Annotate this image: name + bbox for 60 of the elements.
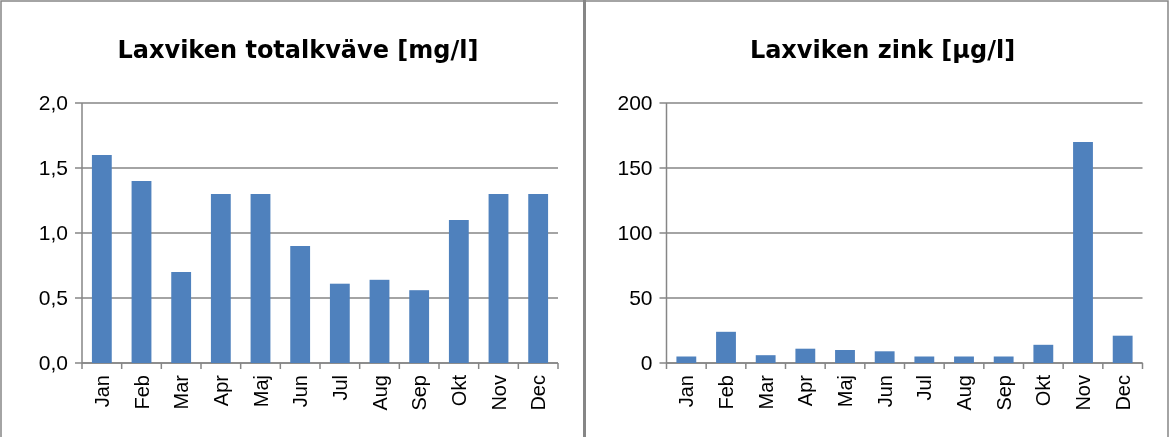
bar	[329, 283, 350, 363]
bar	[131, 181, 152, 363]
bar	[290, 246, 311, 363]
y-tick-label: 150	[617, 156, 653, 180]
y-tick-label: 0	[640, 351, 653, 375]
bar	[448, 220, 469, 363]
x-tick-label: Aug	[368, 375, 391, 411]
x-tick-label: Jan	[675, 375, 698, 408]
bar	[91, 155, 112, 363]
bar	[795, 348, 816, 363]
x-tick-label: Okt	[1032, 374, 1055, 407]
x-tick-label: Jun	[873, 375, 896, 408]
bar	[954, 356, 974, 363]
bar	[409, 290, 430, 363]
x-tick-label: Apr	[209, 374, 232, 407]
y-tick-label: 1,0	[38, 221, 68, 245]
y-tick-label: 1,5	[38, 156, 68, 180]
x-tick-label: Jul	[328, 375, 351, 401]
y-tick-label: 0,0	[38, 351, 68, 375]
bar	[210, 194, 231, 363]
bar	[993, 356, 1014, 363]
bar	[1112, 335, 1133, 363]
bar	[755, 355, 776, 363]
x-tick-label: Mar	[754, 374, 777, 410]
x-tick-label: Feb	[715, 375, 737, 410]
bar	[1073, 142, 1093, 363]
x-tick-label: Jun	[289, 375, 312, 408]
bar	[914, 356, 935, 363]
bar	[1033, 344, 1054, 363]
x-tick-label: Feb	[130, 375, 153, 410]
y-tick-label: 50	[629, 286, 653, 310]
bar	[528, 194, 549, 363]
x-tick-label: Maj	[834, 375, 856, 408]
bar	[676, 356, 697, 363]
bar	[171, 272, 192, 363]
x-tick-label: Dec	[527, 375, 550, 411]
y-tick-label: 2,0	[38, 91, 68, 115]
x-tick-label: Sep	[992, 375, 1015, 411]
x-tick-label: Nov	[1072, 375, 1094, 411]
x-tick-label: Jul	[913, 375, 936, 401]
x-tick-label: Jan	[90, 375, 113, 408]
x-tick-label: Okt	[447, 374, 470, 407]
x-tick-label: Apr	[794, 374, 817, 407]
bar	[369, 279, 390, 363]
y-tick-label: 200	[617, 91, 653, 115]
bar	[874, 351, 895, 363]
chart-title: Laxviken totalkväve [mg/l]	[117, 36, 479, 64]
bar	[488, 194, 509, 363]
x-tick-label: Nov	[487, 375, 510, 411]
y-tick-label: 0,5	[38, 286, 68, 310]
bar	[250, 194, 271, 363]
x-tick-label: Aug	[953, 375, 975, 411]
y-tick-label: 100	[617, 221, 653, 245]
x-tick-label: Dec	[1111, 375, 1134, 411]
x-tick-label: Mar	[170, 374, 193, 410]
bar	[835, 350, 855, 363]
x-tick-label: Sep	[408, 375, 431, 411]
chart-title: Laxviken zink [µg/l]	[749, 36, 1016, 64]
x-tick-label: Maj	[249, 375, 272, 408]
bar	[716, 331, 736, 363]
